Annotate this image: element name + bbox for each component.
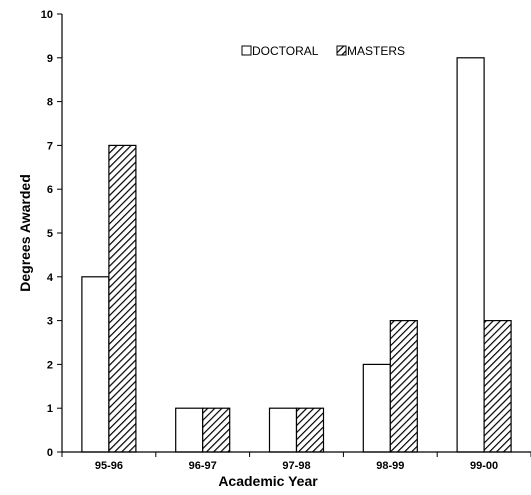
- x-tick-label: 98-99: [376, 460, 404, 472]
- x-axis-title: Academic Year: [218, 473, 318, 489]
- bar-doctoral-96-97: [175, 407, 204, 453]
- bars: [81, 57, 512, 453]
- y-tick-label: 1: [47, 403, 53, 415]
- y-tick-label: 6: [47, 184, 53, 196]
- legend-swatch-doctoral: [241, 45, 252, 56]
- legend-label-masters: MASTERS: [347, 44, 405, 58]
- y-axis-title: Degrees Awarded: [17, 174, 33, 292]
- bar-masters-96-97: [202, 407, 231, 453]
- bar-masters-95-96: [108, 144, 137, 453]
- bar-doctoral-98-99: [362, 363, 391, 453]
- y-tick-label: 9: [47, 53, 53, 65]
- legend: DOCTORAL MASTERS: [241, 44, 405, 58]
- y-tick-label: 5: [47, 228, 53, 240]
- y-tick-label: 0: [47, 447, 53, 459]
- bar-masters-98-99: [389, 320, 418, 453]
- legend-swatch-masters: [336, 45, 347, 56]
- x-axis-ticks: 95-96 96-97 97-98 98-99 99-00: [61, 452, 531, 472]
- x-tick-label: 97-98: [282, 460, 310, 472]
- y-tick-label: 7: [47, 140, 53, 152]
- legend-label-doctoral: DOCTORAL: [252, 44, 319, 58]
- x-tick-label: 95-96: [95, 460, 123, 472]
- y-axis-ticks: 0 1 2 3 4 5 6 7 8 9 10: [41, 9, 62, 459]
- x-tick-label: 96-97: [189, 460, 217, 472]
- x-tick-label: 99-00: [470, 460, 498, 472]
- bar-doctoral-97-98: [268, 407, 298, 453]
- bar-doctoral-99-00: [456, 57, 485, 453]
- y-tick-label: 4: [47, 272, 54, 284]
- y-tick-label: 3: [47, 316, 53, 328]
- bar-doctoral-95-96: [81, 276, 110, 453]
- y-tick-label: 10: [41, 9, 53, 21]
- y-tick-label: 8: [47, 97, 53, 109]
- bar-masters-99-00: [483, 320, 512, 453]
- y-tick-label: 2: [47, 359, 53, 371]
- bar-masters-97-98: [295, 407, 325, 453]
